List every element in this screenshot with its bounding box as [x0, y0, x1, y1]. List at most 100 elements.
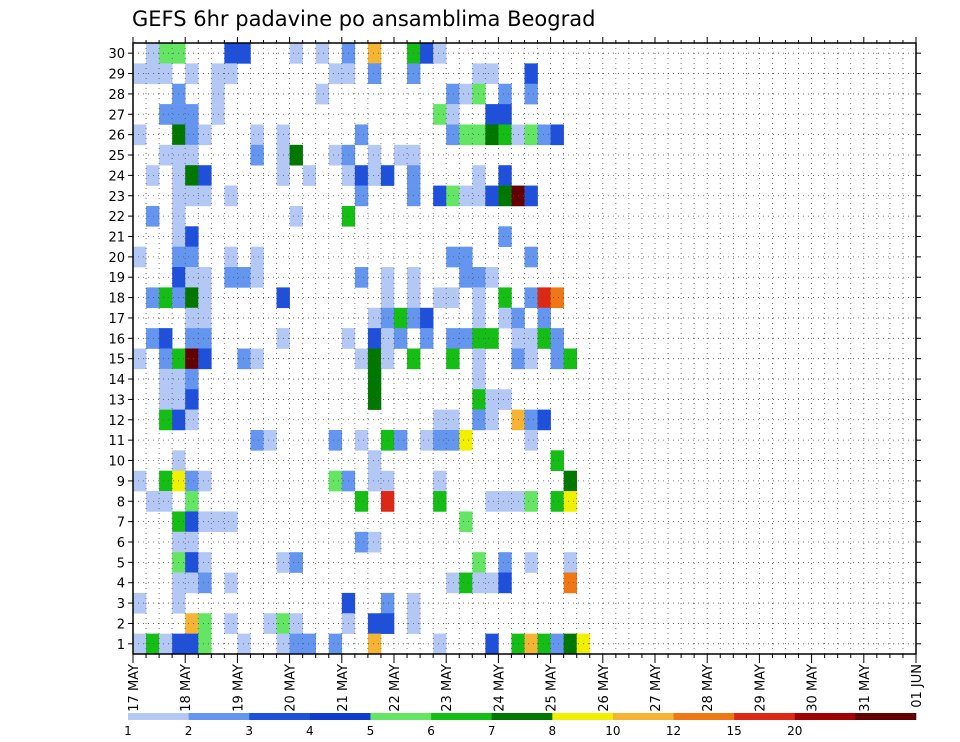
y-tick-label: 10 [108, 455, 125, 470]
precip-cell [485, 63, 499, 85]
precip-cell [146, 328, 160, 349]
x-tick-label: 28 MAY [701, 664, 716, 712]
precip-cell [315, 43, 330, 64]
precip-cell [289, 613, 303, 634]
precip-cell [224, 246, 238, 268]
precip-cell [524, 83, 538, 105]
precip-cell [198, 328, 212, 349]
x-tick-label: 31 MAY [858, 664, 873, 712]
legend-swatch [431, 713, 492, 720]
precip-cell [185, 307, 199, 329]
precip-cell [446, 572, 460, 594]
precip-cell [185, 165, 199, 186]
precip-cell [563, 552, 577, 573]
precip-cell [133, 246, 147, 268]
x-tick-label: 27 MAY [649, 664, 664, 712]
legend-swatch [249, 713, 311, 720]
precip-cell [185, 287, 199, 309]
precip-cell [263, 429, 277, 451]
y-tick-label: 8 [117, 495, 125, 510]
precip-cell [224, 43, 238, 64]
legend-label: 7 [488, 724, 496, 738]
y-tick-label: 18 [108, 292, 125, 307]
x-tick-label: 19 MAY [231, 664, 246, 712]
precip-cell [133, 124, 147, 146]
precip-cell [237, 633, 251, 655]
precip-cell [446, 104, 460, 125]
precip-cell [185, 63, 199, 85]
precip-cell [354, 165, 369, 186]
precip-cell [185, 124, 199, 146]
precip-cell [185, 470, 199, 492]
x-tick-label: 18 MAY [179, 664, 194, 712]
precip-cell [367, 165, 382, 186]
precip-cell [524, 409, 538, 431]
precip-cell [446, 409, 460, 431]
precip-cell [328, 144, 343, 166]
precip-cell [367, 470, 382, 492]
precip-cell [433, 491, 447, 512]
precip-cell [354, 429, 369, 451]
precip-cell [185, 552, 199, 573]
precip-cell [524, 348, 538, 370]
x-tick-label: 22 MAY [388, 664, 403, 712]
precip-cell [315, 83, 330, 105]
precip-cell [459, 267, 473, 288]
precip-cell [498, 226, 512, 247]
precip-cell [537, 409, 551, 431]
precip-cell [524, 246, 538, 268]
y-tick-label: 17 [108, 312, 125, 327]
precip-cell [250, 429, 264, 451]
precip-cell [224, 511, 238, 533]
precip-cell [367, 328, 382, 349]
precip-cell [498, 491, 512, 512]
y-tick-label: 14 [108, 373, 125, 388]
legend-label: 10 [605, 724, 620, 738]
precip-cell [133, 592, 147, 614]
precip-cell [224, 185, 238, 207]
precip-cell [198, 633, 212, 655]
precip-cell [433, 287, 447, 309]
precip-cell [498, 83, 512, 105]
precip-cell [185, 613, 199, 634]
legend-label: 3 [245, 724, 253, 738]
precip-cell [485, 491, 499, 512]
legend-swatch [128, 713, 189, 720]
precip-cell [524, 63, 538, 85]
precip-cell [420, 307, 434, 329]
precip-cell [524, 491, 538, 512]
precip-cell [211, 511, 225, 533]
legend-swatch [491, 713, 553, 720]
precip-cell [485, 104, 499, 125]
precip-cell [250, 144, 264, 166]
precip-cell [354, 185, 369, 207]
precip-cell [498, 165, 512, 186]
precip-cell [459, 429, 473, 451]
precip-cell [224, 613, 238, 634]
precip-cell [198, 552, 212, 573]
precip-cell [537, 287, 551, 309]
precip-cell [146, 287, 160, 309]
x-tick-label: 26 MAY [597, 664, 612, 712]
precip-cell [380, 592, 395, 614]
precip-cell [367, 613, 382, 634]
legend-label: 12 [666, 724, 681, 738]
precip-cell [367, 348, 382, 370]
precip-cell [185, 511, 199, 533]
precip-cell [367, 633, 382, 655]
legend-swatch [673, 713, 735, 720]
precip-cell [328, 633, 343, 655]
x-tick-label: 21 MAY [336, 664, 351, 712]
precip-cell [185, 633, 199, 655]
precip-cell [159, 287, 173, 309]
precip-cell [159, 389, 173, 410]
precip-cell [224, 63, 238, 85]
precip-cell [524, 429, 538, 451]
y-tick-label: 28 [108, 88, 125, 103]
precip-cell [133, 633, 147, 655]
legend-swatch [734, 713, 796, 720]
precip-cell [498, 124, 512, 146]
legend-label: 15 [727, 724, 742, 738]
precip-cell [237, 267, 251, 288]
